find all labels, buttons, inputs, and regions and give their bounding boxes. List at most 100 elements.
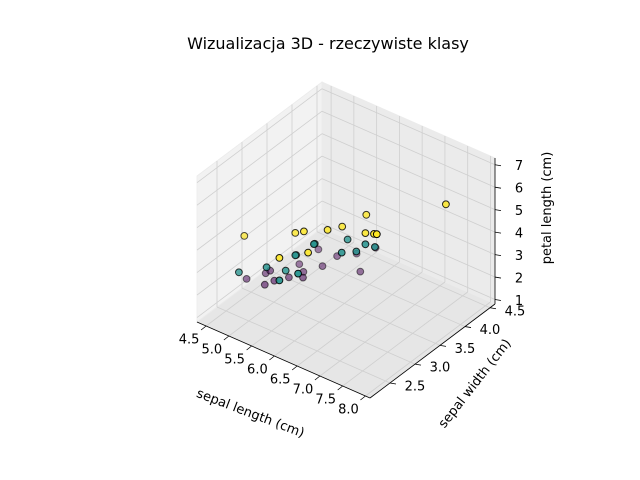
grid-line-z	[196, 178, 323, 273]
grid-line-y	[216, 306, 391, 384]
x-tick-label: 5.0	[202, 343, 223, 358]
data-points	[235, 200, 450, 289]
grid-line-z	[196, 110, 323, 206]
x-tick-mark	[337, 385, 343, 391]
y-axis-line	[369, 303, 496, 399]
grid-line-y	[266, 268, 441, 346]
scatter-point-class-0	[295, 260, 304, 269]
grid-line-x	[274, 261, 400, 357]
z-axis-label: petal length (cm)	[540, 152, 555, 265]
x-tick-label: 8.0	[338, 403, 359, 418]
x-tick-label: 7.0	[293, 383, 314, 398]
scatter-point-class-2	[372, 230, 381, 239]
z-tick-mark	[494, 209, 502, 212]
grid-line-y	[241, 287, 416, 365]
scatter-point-class-2	[362, 210, 371, 219]
scatter-point-class-2	[275, 254, 284, 262]
scatter-point-class-2	[361, 229, 370, 238]
y-tick-label: 4.5	[505, 304, 526, 319]
y-tick-mark	[489, 307, 497, 310]
z-tick-label: 6	[515, 182, 523, 197]
scatter-point-class-2	[240, 232, 249, 240]
grid-line-y	[316, 231, 491, 309]
grid-line-z	[196, 88, 323, 184]
y-tick-mark	[464, 326, 472, 328]
scatter-point-class-2	[291, 229, 300, 237]
scatter-point-class-2	[442, 200, 450, 209]
z-tick-mark	[494, 299, 502, 301]
x-axis-line	[196, 321, 371, 399]
y-tick-mark	[439, 344, 447, 347]
scatter-point-class-0	[299, 273, 307, 282]
x-tick-label: 6.0	[247, 363, 268, 378]
y-tick-label: 3.5	[455, 342, 476, 357]
scatter-point-class-0	[260, 280, 269, 289]
y-tick-mark	[414, 363, 422, 366]
x-tick-label: 6.5	[270, 373, 291, 388]
scatter-point-class-2	[300, 227, 308, 236]
grid-line-z	[321, 110, 496, 188]
z-tick-mark	[494, 164, 502, 167]
scatter-point-class-1	[281, 266, 290, 275]
x-tick-label: 5.5	[224, 353, 245, 368]
grid-line-x	[319, 281, 446, 377]
x-tick-mark	[269, 355, 275, 361]
axis-edges	[196, 158, 496, 399]
grid-line-z	[321, 200, 496, 278]
grid-line-x	[342, 291, 468, 387]
z-tick-label: 1	[515, 294, 523, 309]
scatter-point-class-1	[310, 240, 318, 249]
grid-line-z	[321, 178, 496, 255]
x-tick-label: 4.5	[179, 333, 200, 348]
x-tick-mark	[200, 325, 207, 331]
z-tick-label: 5	[515, 204, 523, 219]
grid-line-z	[196, 133, 323, 228]
scatter-point-class-0	[314, 245, 323, 254]
grid-line-x	[228, 241, 355, 337]
z-tick-mark	[494, 254, 502, 256]
scatter-point-class-0	[285, 273, 293, 282]
x-tick-mark	[291, 365, 298, 371]
x-tick-mark	[314, 375, 321, 381]
scatter-point-class-1	[371, 243, 379, 251]
grid-line-x	[365, 301, 491, 397]
scatter-point-class-2	[323, 226, 332, 234]
scatter-point-class-1	[275, 276, 284, 285]
scatter-point-class-1	[294, 269, 303, 278]
grid-line-x	[251, 251, 377, 347]
z-tick-label: 2	[515, 272, 523, 287]
z-tick-label: 4	[515, 227, 523, 242]
x-tick-mark	[246, 345, 252, 351]
scatter-point-class-1	[337, 248, 346, 257]
x-tick-mark	[360, 395, 366, 401]
grid-line-x	[205, 231, 332, 327]
z-tick-mark	[494, 186, 502, 189]
y-tick-mark	[389, 382, 397, 385]
z-tick-label: 7	[515, 159, 523, 174]
y-tick-label: 3.0	[430, 361, 451, 376]
chart-title: Wizualizacja 3D - rzeczywiste klasy	[187, 34, 469, 53]
grid-line-z	[321, 155, 496, 233]
scatter-point-class-1	[343, 235, 352, 244]
x-tick-mark	[223, 335, 230, 341]
scatter-point-class-1	[352, 247, 361, 256]
y-tick-label: 2.5	[405, 379, 426, 394]
scatter-point-class-1	[291, 251, 300, 260]
z-tick-mark	[494, 231, 502, 234]
z-tick-label: 3	[515, 249, 523, 264]
scatter-point-class-1	[361, 240, 370, 249]
grid-lines	[196, 85, 496, 397]
x-tick-label: 7.5	[315, 393, 336, 408]
scatter-point-class-0	[356, 267, 365, 276]
grid-line-z	[196, 155, 323, 251]
scatter-point-class-0	[242, 275, 251, 283]
scatter-point-class-2	[338, 222, 347, 231]
grid-line-z	[321, 223, 496, 300]
grid-line-z	[196, 200, 323, 296]
grid-line-z	[321, 88, 496, 166]
grid-line-z	[321, 133, 496, 211]
z-tick-mark	[494, 276, 502, 279]
scatter-point-class-2	[304, 248, 313, 257]
y-tick-label: 4.0	[480, 323, 501, 338]
scatter-point-class-0	[318, 262, 327, 271]
